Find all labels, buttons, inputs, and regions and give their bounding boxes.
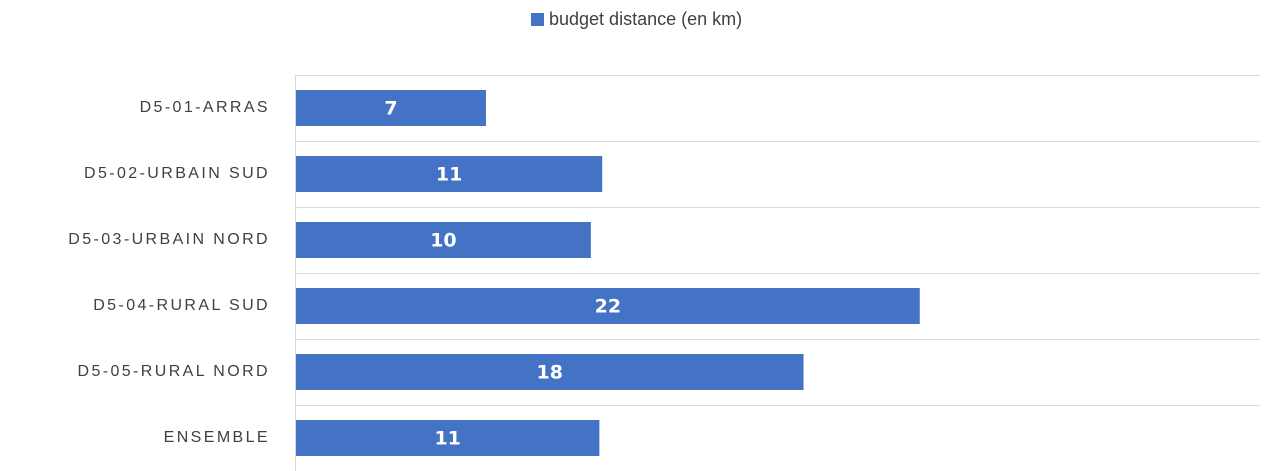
y-tick-label: ENSEMBLE (164, 429, 270, 446)
y-tick-label: D5-02-URBAIN SUD (84, 165, 270, 182)
y-tick-label: D5-05-RURAL NORD (77, 363, 270, 380)
data-label: 10 (430, 230, 456, 252)
legend-label: budget distance (en km) (549, 9, 742, 29)
bar (296, 420, 600, 456)
y-tick-label: D5-03-URBAIN NORD (68, 231, 270, 248)
data-label: 11 (434, 428, 460, 450)
legend-swatch (531, 13, 544, 26)
data-label: 22 (595, 296, 621, 318)
bar (296, 354, 804, 390)
data-label: 18 (537, 362, 563, 384)
data-label: 7 (384, 98, 397, 120)
bar (296, 90, 486, 126)
bar (296, 288, 920, 324)
bar (296, 222, 591, 258)
data-label: 11 (436, 164, 462, 186)
y-tick-label: D5-04-RURAL SUD (93, 297, 270, 314)
bar (296, 156, 603, 192)
y-tick-label: D5-01-ARRAS (140, 99, 270, 116)
